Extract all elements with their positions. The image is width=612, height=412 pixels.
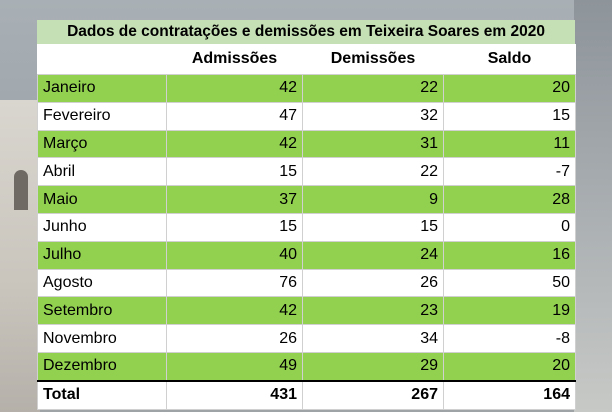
total-label: Total <box>37 379 167 410</box>
table-row: Junho 15 15 0 <box>37 212 576 242</box>
cell-admissoes: 76 <box>166 268 303 298</box>
cell-admissoes: 42 <box>166 74 303 103</box>
month-label: Novembro <box>37 324 167 353</box>
cell-saldo: 20 <box>443 74 576 103</box>
table-row: Janeiro 42 22 20 <box>37 74 576 103</box>
total-saldo: 164 <box>443 379 576 410</box>
header-saldo: Saldo <box>443 44 576 75</box>
cell-admissoes: 47 <box>166 101 303 131</box>
table-title: Dados de contratações e demissões em Tei… <box>37 20 575 44</box>
cell-saldo: 19 <box>443 296 576 326</box>
background-window <box>14 170 28 210</box>
table-body: Janeiro 42 22 20 Fevereiro 47 32 15 Março 42 31 11 … <box>37 74 576 382</box>
month-label: Janeiro <box>37 74 167 103</box>
cell-saldo: 0 <box>443 212 576 242</box>
header-demissoes: Demissões <box>302 44 444 75</box>
cell-admissoes: 42 <box>166 296 303 326</box>
header-admissoes: Admissões <box>166 44 303 75</box>
header-row: Admissões Demissões Saldo <box>37 44 576 75</box>
background-right-edge <box>574 0 612 412</box>
cell-demissoes: 24 <box>302 240 444 270</box>
cell-demissoes: 22 <box>302 157 444 187</box>
month-label: Fevereiro <box>37 101 167 131</box>
month-label: Setembro <box>37 296 167 326</box>
cell-admissoes: 26 <box>166 324 303 353</box>
cell-saldo: -7 <box>443 157 576 187</box>
table-row: Novembro 26 34 -8 <box>37 324 576 353</box>
cell-demissoes: 23 <box>302 296 444 326</box>
total-admissoes: 431 <box>166 379 303 410</box>
data-table-panel: Dados de contratações e demissões em Tei… <box>37 20 576 410</box>
cell-demissoes: 9 <box>302 185 444 214</box>
data-table: Admissões Demissões Saldo Janeiro 42 22 20 F… <box>37 44 576 410</box>
month-label: Maio <box>37 185 167 214</box>
cell-demissoes: 34 <box>302 324 444 353</box>
table-row: Maio 37 9 28 <box>37 185 576 214</box>
month-label: Dezembro <box>37 351 167 382</box>
month-label: Março <box>37 129 167 159</box>
cell-demissoes: 22 <box>302 74 444 103</box>
table-row: Julho 40 24 16 <box>37 240 576 270</box>
total-demissoes: 267 <box>302 379 444 410</box>
cell-admissoes: 37 <box>166 185 303 214</box>
cell-demissoes: 29 <box>302 351 444 382</box>
cell-saldo: 11 <box>443 129 576 159</box>
month-label: Abril <box>37 157 167 187</box>
cell-saldo: 16 <box>443 240 576 270</box>
background-building <box>0 100 40 412</box>
cell-saldo: 28 <box>443 185 576 214</box>
cell-saldo: -8 <box>443 324 576 353</box>
cell-demissoes: 32 <box>302 101 444 131</box>
table-row: Setembro 42 23 19 <box>37 296 576 326</box>
table-row: Fevereiro 47 32 15 <box>37 101 576 131</box>
cell-demissoes: 15 <box>302 212 444 242</box>
cell-admissoes: 40 <box>166 240 303 270</box>
cell-admissoes: 15 <box>166 212 303 242</box>
header-month <box>37 44 167 75</box>
cell-saldo: 50 <box>443 268 576 298</box>
table-row: Abril 15 22 -7 <box>37 157 576 187</box>
cell-demissoes: 26 <box>302 268 444 298</box>
total-row: Total 431 267 164 <box>37 379 576 410</box>
month-label: Agosto <box>37 268 167 298</box>
table-row: Agosto 76 26 50 <box>37 268 576 298</box>
cell-admissoes: 15 <box>166 157 303 187</box>
table-row: Março 42 31 11 <box>37 129 576 159</box>
month-label: Julho <box>37 240 167 270</box>
table-row: Dezembro 49 29 20 <box>37 351 576 382</box>
cell-admissoes: 49 <box>166 351 303 382</box>
cell-saldo: 20 <box>443 351 576 382</box>
cell-demissoes: 31 <box>302 129 444 159</box>
month-label: Junho <box>37 212 167 242</box>
cell-saldo: 15 <box>443 101 576 131</box>
cell-admissoes: 42 <box>166 129 303 159</box>
